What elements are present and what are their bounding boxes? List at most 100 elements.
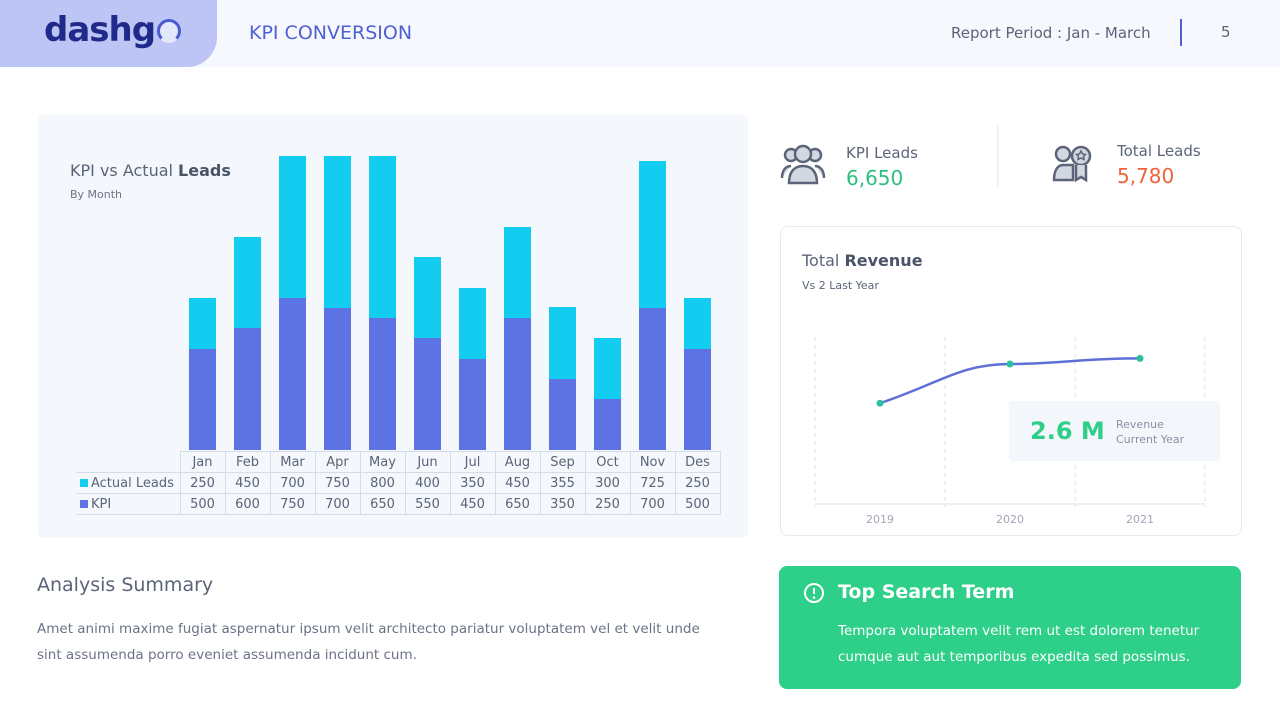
value-cell: 650 bbox=[359, 493, 406, 515]
bar-kpi-Feb bbox=[234, 328, 261, 450]
report-period: Report Period : Jan - March bbox=[951, 24, 1151, 42]
revenue-value-label: Revenue Current Year bbox=[1116, 417, 1184, 447]
revenue-title: Total Revenue bbox=[802, 251, 923, 270]
gauge-icon bbox=[157, 19, 182, 43]
revenue-label-line2: Current Year bbox=[1116, 433, 1185, 446]
table-corner bbox=[76, 451, 180, 473]
value-cell: 350 bbox=[539, 493, 586, 515]
top-search-title: Top Search Term bbox=[838, 581, 1015, 603]
logo: dashg bbox=[44, 10, 182, 50]
series-name: KPI bbox=[91, 496, 112, 512]
month-label: Feb bbox=[224, 451, 271, 473]
value-cell: 450 bbox=[494, 472, 541, 494]
analysis-summary-text: Amet animi maxime fugiat aspernatur ipsu… bbox=[37, 621, 700, 663]
top-search-term-card: Top Search Term Tempora voluptatem velit… bbox=[779, 566, 1241, 689]
bar-actual-Mar bbox=[279, 155, 306, 298]
value-cell: 250 bbox=[674, 472, 721, 494]
bar-kpi-Des bbox=[684, 348, 711, 450]
bar-actual-Sep bbox=[549, 306, 576, 379]
analysis-summary-title: Analysis Summary bbox=[37, 574, 214, 596]
bar-actual-Jan bbox=[189, 297, 216, 349]
value-cell: 700 bbox=[629, 493, 676, 515]
data-table: Jan Feb Mar Apr May Jun Jul Aug Sep Oct Nov Des Actu… bbox=[76, 451, 721, 515]
month-label: Jun bbox=[404, 451, 451, 473]
month-label: May bbox=[359, 451, 406, 473]
bar-kpi-Apr bbox=[324, 307, 351, 450]
year-label: 2021 bbox=[1126, 513, 1154, 526]
value-cell: 400 bbox=[404, 472, 451, 494]
legend-swatch bbox=[80, 478, 88, 487]
table-row: KPI 500 600 750 700 650 550 450 650 350 250 700 500 bbox=[76, 493, 721, 515]
logo-area: dashg bbox=[0, 0, 217, 67]
value-cell: 300 bbox=[584, 472, 631, 494]
month-label: Des bbox=[674, 451, 721, 473]
series-name: Actual Leads bbox=[91, 475, 174, 491]
data-point bbox=[1006, 360, 1014, 368]
stat-label: Total Leads bbox=[1117, 142, 1201, 160]
users-award-icon bbox=[1052, 145, 1092, 183]
month-label: Jul bbox=[449, 451, 496, 473]
value-cell: 500 bbox=[674, 493, 721, 515]
value-cell: 550 bbox=[404, 493, 451, 515]
bar-actual-May bbox=[369, 155, 396, 319]
bar-kpi-Jun bbox=[414, 338, 441, 450]
bar-actual-Jul bbox=[459, 287, 486, 359]
revenue-title-bold: Revenue bbox=[844, 251, 923, 270]
chart-title: KPI vs Actual Leads bbox=[70, 161, 231, 180]
bar-kpi-Aug bbox=[504, 318, 531, 450]
bar-actual-Feb bbox=[234, 236, 261, 329]
top-search-text: Tempora voluptatem velit rem ut est dolo… bbox=[838, 623, 1200, 665]
value-cell: 250 bbox=[584, 493, 631, 515]
chart-title-prefix: KPI vs Actual bbox=[70, 161, 179, 180]
revenue-line-chart: 2019 2020 2021 bbox=[814, 337, 1206, 526]
value-cell: 750 bbox=[314, 472, 361, 494]
month-label: Mar bbox=[269, 451, 316, 473]
value-cell: 800 bbox=[359, 472, 406, 494]
bar-kpi-Mar bbox=[279, 297, 306, 450]
stat-label: KPI Leads bbox=[846, 144, 918, 162]
value-cell: 450 bbox=[449, 493, 496, 515]
data-point bbox=[1136, 354, 1144, 362]
month-label: Apr bbox=[314, 451, 361, 473]
bar-actual-Nov bbox=[639, 160, 666, 308]
revenue-title-prefix: Total bbox=[802, 251, 845, 270]
year-label: 2020 bbox=[996, 513, 1024, 526]
month-label: Aug bbox=[494, 451, 541, 473]
value-cell: 650 bbox=[494, 493, 541, 515]
page-title: KPI CONVERSION bbox=[249, 22, 413, 44]
value-cell: 355 bbox=[539, 472, 586, 494]
value-cell: 450 bbox=[224, 472, 271, 494]
value-cell: 250 bbox=[179, 472, 226, 494]
revenue-label-line1: Revenue bbox=[1116, 418, 1164, 431]
stat-value: 6,650 bbox=[846, 166, 904, 190]
stat-value: 5,780 bbox=[1117, 164, 1175, 188]
revenue-card: Total Revenue Vs 2 Last Year 2019 2020 202… bbox=[780, 226, 1242, 536]
users-icon bbox=[780, 144, 826, 185]
value-cell: 700 bbox=[314, 493, 361, 515]
value-cell: 600 bbox=[224, 493, 271, 515]
revenue-value-box: 2.6 M Revenue Current Year bbox=[1009, 401, 1220, 461]
month-label: Nov bbox=[629, 451, 676, 473]
bar-kpi-Oct bbox=[594, 399, 621, 450]
bar-actual-Aug bbox=[504, 226, 531, 319]
revenue-value: 2.6 M bbox=[1030, 417, 1105, 445]
logo-text: dashg bbox=[44, 10, 156, 50]
info-icon bbox=[804, 583, 824, 603]
chart-subtitle: By Month bbox=[70, 188, 123, 201]
month-label: Jan bbox=[179, 451, 226, 473]
table-row: Actual Leads 250 450 700 750 800 400 350 450 355 3… bbox=[76, 472, 721, 494]
chart-title-bold: Leads bbox=[178, 161, 231, 180]
header: dashg KPI CONVERSION Report Period : Jan… bbox=[0, 0, 1280, 67]
divider bbox=[997, 125, 999, 187]
value-cell: 500 bbox=[179, 493, 226, 515]
data-point bbox=[876, 399, 884, 407]
revenue-subtitle: Vs 2 Last Year bbox=[802, 279, 879, 292]
bar-actual-Des bbox=[684, 297, 711, 349]
series-label: KPI bbox=[76, 493, 181, 515]
value-cell: 725 bbox=[629, 472, 676, 494]
bar-actual-Jun bbox=[414, 257, 441, 339]
bar-kpi-Jul bbox=[459, 358, 486, 450]
month-label: Oct bbox=[584, 451, 631, 473]
bar-kpi-Nov bbox=[639, 307, 666, 450]
bar-kpi-May bbox=[369, 318, 396, 450]
